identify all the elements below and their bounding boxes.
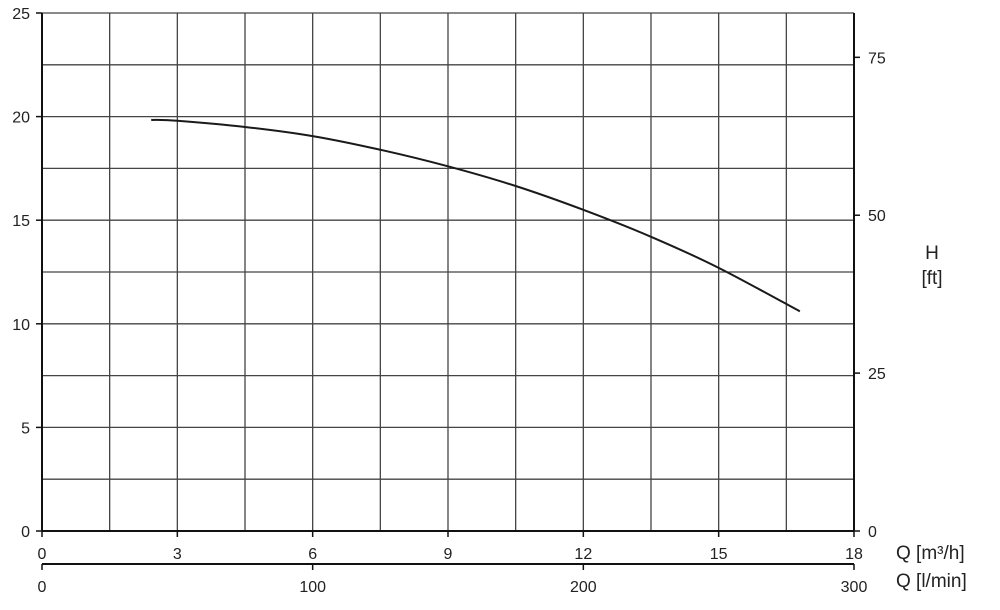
y-tick-label: 0 — [21, 524, 30, 541]
grid — [42, 12, 854, 531]
x-label: Q [m³/h] — [896, 543, 965, 564]
tick-labels: 0 5 10 15 20 25 0 25 50 75 0 3 6 9 12 15 18 0 100 200 300 — [12, 6, 886, 596]
y-tick-label: 5 — [21, 420, 30, 437]
x-secondary-tick-label: 0 — [38, 579, 47, 596]
y-right-unit-label: [ft] — [921, 268, 942, 289]
x-secondary-label: Q [l/min] — [896, 571, 967, 592]
axes — [36, 12, 860, 570]
x-tick-label: 3 — [173, 546, 182, 563]
y-right-tick-label: 0 — [868, 524, 877, 541]
x-secondary-tick-label: 100 — [299, 579, 326, 596]
x-secondary-tick-label: 200 — [570, 579, 597, 596]
x-tick-label: 15 — [710, 546, 728, 563]
pump-curve-line — [151, 118, 801, 313]
y-tick-label: 15 — [12, 213, 30, 230]
y-right-tick-label: 25 — [868, 366, 886, 383]
y-tick-label: 25 — [12, 6, 30, 23]
y-right-tick-label: 50 — [868, 208, 886, 225]
x-tick-label: 6 — [308, 546, 317, 563]
x-secondary-tick-label: 300 — [841, 579, 868, 596]
x-tick-label: 18 — [845, 546, 863, 563]
y-right-label: H — [925, 243, 939, 264]
series — [151, 118, 801, 313]
y-tick-label: 10 — [12, 317, 30, 334]
x-tick-label: 9 — [444, 546, 453, 563]
x-tick-label: 0 — [38, 546, 47, 563]
x-tick-label: 12 — [574, 546, 592, 563]
y-tick-label: 20 — [12, 110, 30, 127]
y-right-tick-label: 75 — [868, 50, 886, 67]
